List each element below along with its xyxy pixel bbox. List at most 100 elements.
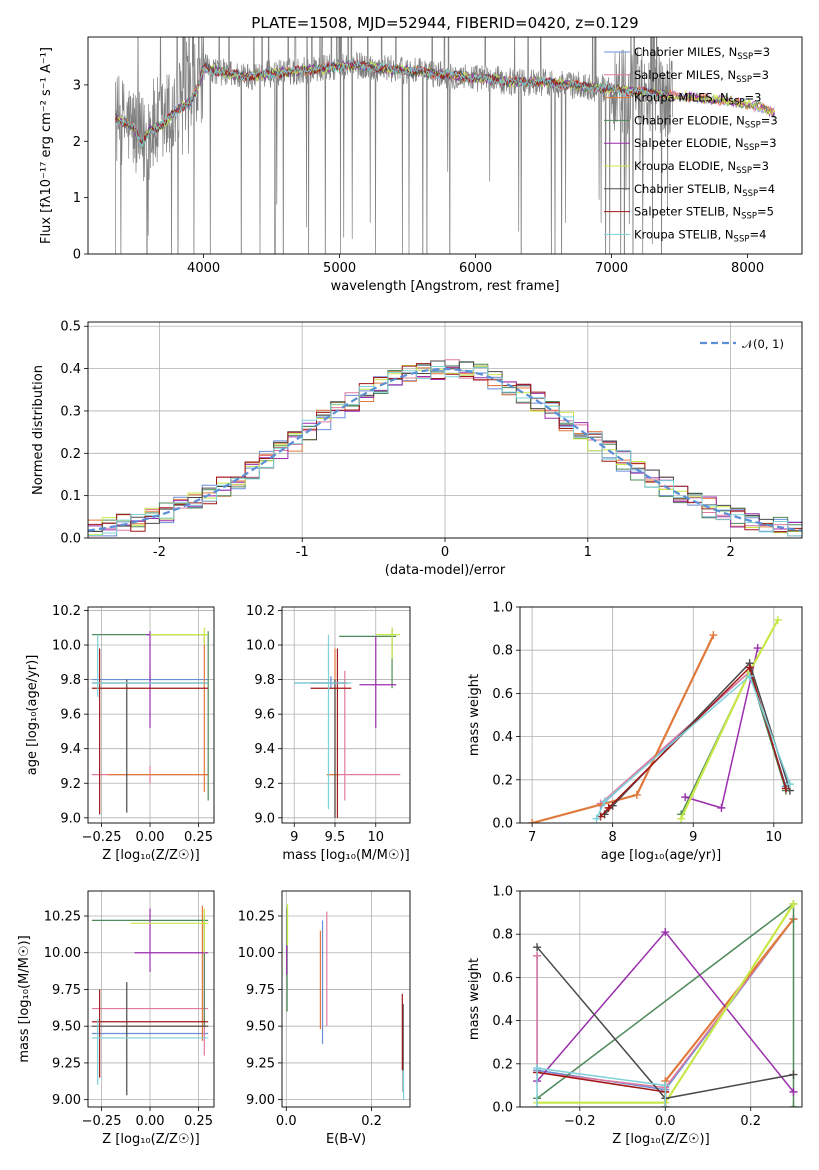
- data-spectrum-line: [114, 37, 673, 254]
- y-tick-label: 0.2: [492, 773, 513, 788]
- age_vs_Z-frame: [87, 606, 215, 824]
- histogram-salpeter-stelib: [88, 363, 802, 533]
- weight-marker-kroupa-miles: [709, 631, 718, 640]
- x-tick-label: 0.00: [136, 1114, 165, 1129]
- age_vs_mass-plot: [294, 627, 401, 818]
- x-tick-label: 2: [726, 545, 734, 560]
- y-tick-label: 10.2: [246, 604, 275, 619]
- weight_vs_age-axes: 7 8 9 10 0.0 0.2 0.4 0.6 0.8 1.0 age [log₁₀(age/yr…: [467, 601, 802, 863]
- legend-label-chabrier-miles: Chabrier MILES, NSSP=3: [634, 45, 770, 62]
- weight-marker-salpeter-elodie: [789, 1087, 798, 1096]
- spectrum-plot: [114, 37, 775, 254]
- weight-marker-salpeter-elodie: [661, 928, 670, 937]
- weight-marker-kroupa-miles: [528, 819, 537, 823]
- weight-marker-kroupa-elodie: [773, 615, 782, 624]
- x-axis-label: (data-model)/error: [385, 563, 506, 578]
- gaussian-legend-label: 𝒩(0, 1): [742, 337, 784, 351]
- y-tick-label: 0.0: [60, 532, 81, 547]
- x-tick-label: 0.0: [276, 1114, 297, 1129]
- y-tick-label: 0: [73, 248, 81, 263]
- y-tick-label: 9.00: [246, 1093, 275, 1108]
- weight-marker-kroupa-elodie: [789, 899, 798, 908]
- x-tick-label: 4000: [187, 261, 220, 276]
- x-axis-label: Z [log₁₀(Z/Z☉)]: [612, 1132, 709, 1147]
- x-tick-label: 7000: [595, 261, 628, 276]
- legend-label-kroupa-miles: Kroupa MILES, NSSP=3: [634, 91, 761, 108]
- y-tick-label: 0.5: [60, 320, 81, 335]
- y-tick-label: 1.0: [492, 885, 513, 900]
- y-tick-label: 9.6: [60, 708, 81, 723]
- legend-label-salpeter-miles: Salpeter MILES, NSSP=3: [634, 68, 769, 85]
- weight-marker-chabrier-stelib: [789, 1070, 798, 1079]
- y-tick-label: 0.0: [492, 817, 513, 832]
- y-axis-label: mass weight: [467, 958, 482, 1040]
- y-tick-label: 0.4: [492, 1014, 513, 1029]
- x-tick-label: 0.2: [361, 1114, 382, 1129]
- y-tick-label: 9.4: [254, 742, 275, 757]
- y-tick-label: 9.50: [52, 1020, 81, 1035]
- y-axis-label: age [log₁₀(age/yr)]: [25, 655, 40, 776]
- mass_vs_Z-axes: −0.25 0.00 0.25 9.00 9.25 9.50 9.75 10.00 10.25 Z…: [17, 891, 214, 1147]
- weight-marker-salpeter-stelib: [745, 663, 754, 672]
- x-tick-label: -1: [296, 545, 309, 560]
- weight-marker-kroupa-stelib: [661, 1081, 670, 1090]
- y-tick-label: 9.50: [246, 1020, 275, 1035]
- x-tick-label: 0.0: [655, 1114, 676, 1129]
- weight-marker-kroupa-miles: [632, 790, 641, 799]
- x-tick-label: 0.25: [184, 1114, 213, 1129]
- age_vs_mass-frame: [281, 606, 411, 824]
- mass_vs_Z-plot: [91, 905, 209, 1096]
- y-tick-label: 9.4: [60, 742, 81, 757]
- y-axis-label: mass [log₁₀(M/M☉)]: [17, 935, 32, 1062]
- weight-marker-kroupa-stelib: [533, 1064, 542, 1073]
- x-tick-label: −0.2: [564, 1114, 596, 1129]
- y-tick-label: 1: [73, 191, 81, 206]
- y-tick-label: 10.25: [238, 909, 275, 924]
- weight-marker-salpeter-elodie: [753, 644, 762, 653]
- residuals-frame: [87, 321, 803, 539]
- x-tick-label: 5000: [323, 261, 356, 276]
- weight_vs_age-frame: [519, 606, 803, 824]
- mass_vs_Z-frame: [87, 890, 215, 1108]
- x-axis-label: Z [log₁₀(Z/Z☉)]: [102, 1132, 199, 1147]
- x-tick-label: 7: [528, 830, 536, 845]
- weight-marker-kroupa-stelib: [661, 1103, 670, 1107]
- y-tick-label: 0.2: [492, 1057, 513, 1072]
- legend-label-salpeter-elodie: Salpeter ELODIE, NSSP=3: [634, 136, 777, 153]
- y-tick-label: 9.6: [254, 708, 275, 723]
- x-axis-label: Z [log₁₀(Z/Z☉)]: [102, 848, 199, 863]
- figure-title: PLATE=1508, MJD=52944, FIBERID=0420, z=0…: [251, 14, 638, 32]
- y-tick-label: 10.00: [44, 946, 81, 961]
- residuals-axes: -2 -1 0 1 2 0.0 0.1 0.2 0.3 0.4 0.5 (data-model)/er…: [31, 320, 802, 578]
- x-tick-label: 8: [609, 830, 617, 845]
- age_vs_Z-axes: −0.25 0.00 0.25 9.0 9.2 9.4 9.6 9.8 10.0 10.2 Z [l…: [25, 604, 214, 863]
- age_vs_Z-plot: [91, 627, 209, 815]
- y-tick-label: 0.4: [492, 730, 513, 745]
- y-axis-label: mass weight: [467, 674, 482, 756]
- weight-marker-salpeter-elodie: [717, 803, 726, 812]
- weight-marker-kroupa-stelib: [785, 780, 794, 789]
- weight-marker-kroupa-stelib: [600, 797, 609, 806]
- weight_vs_Z-plot: [533, 899, 798, 1107]
- y-tick-label: 0.6: [492, 971, 513, 986]
- x-tick-label: 8000: [731, 261, 764, 276]
- gaussian-curve: [88, 367, 802, 532]
- y-tick-label: 1.0: [492, 601, 513, 616]
- x-axis-label: mass [log₁₀(M/M☉)]: [282, 848, 409, 863]
- histogram-kroupa-stelib: [88, 366, 802, 537]
- y-tick-label: 10.0: [246, 639, 275, 654]
- x-tick-label: 0.25: [184, 830, 213, 845]
- mass_vs_ebv-plot: [286, 904, 405, 1100]
- y-tick-label: 10.2: [52, 604, 81, 619]
- x-tick-label: 9.5: [325, 830, 346, 845]
- weight-marker-kroupa-stelib: [592, 814, 601, 823]
- y-tick-label: 10.25: [44, 909, 81, 924]
- weight-marker-kroupa-stelib: [745, 672, 754, 681]
- legend-label-salpeter-stelib: Salpeter STELIB, NSSP=5: [634, 205, 774, 222]
- y-tick-label: 9.25: [52, 1056, 81, 1071]
- y-tick-label: 10.00: [238, 946, 275, 961]
- spectrum-frame: [87, 36, 803, 255]
- x-tick-label: 10: [766, 830, 783, 845]
- y-tick-label: 9.75: [52, 983, 81, 998]
